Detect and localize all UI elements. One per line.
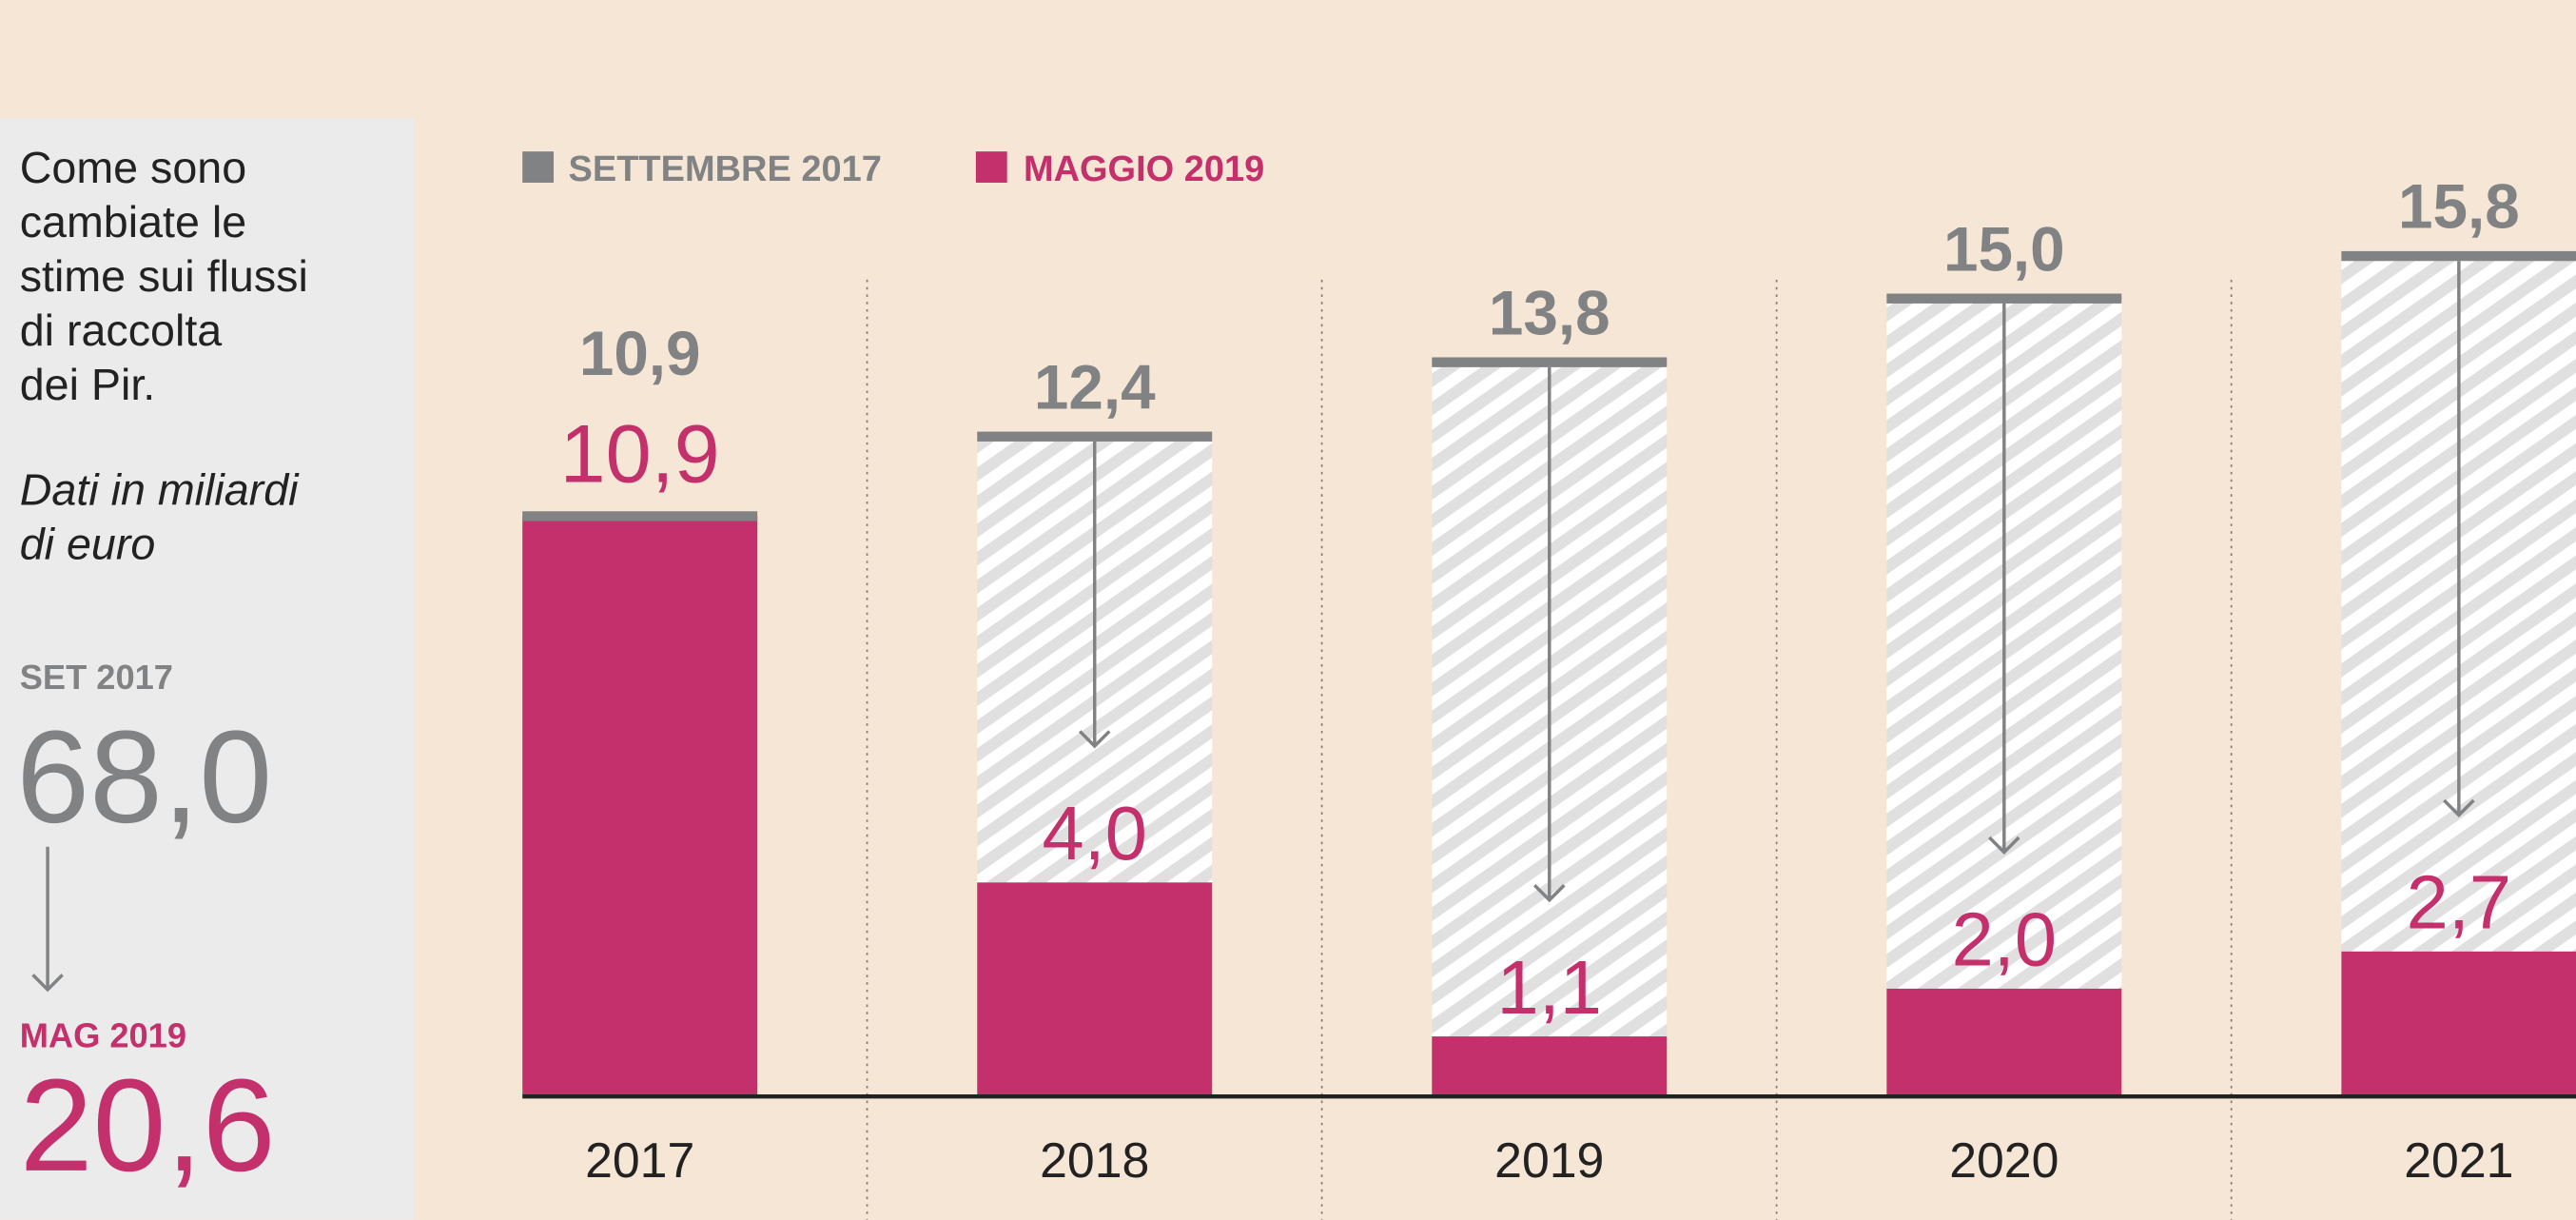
x-tick-label-2017: 2017 xyxy=(585,1132,694,1188)
bar-may2019-2020 xyxy=(1886,988,2122,1095)
side-panel xyxy=(0,118,415,1220)
legend-swatch-may2019 xyxy=(975,151,1007,183)
chart-marks: 10,9 10,9 2017 12,4 4,0 2018 13,8 1,1 2019 15,0 2,… xyxy=(522,172,2576,1220)
panel-title-line: di raccolta xyxy=(20,305,223,355)
label-may2019-2018: 4,0 xyxy=(1043,791,1147,876)
total-before-label: SET 2017 xyxy=(20,658,173,697)
decline-arrowhead-icon xyxy=(2443,798,2475,817)
x-tick-label-2019: 2019 xyxy=(1494,1132,1604,1188)
label-may2019-2020: 2,0 xyxy=(1952,897,2057,982)
legend-label-sep2017: SETTEMBRE 2017 xyxy=(569,149,882,189)
label-sep2017-2017: 10,9 xyxy=(579,319,701,388)
label-sep2017-2018: 12,4 xyxy=(1034,352,1156,422)
label-sep2017-2020: 15,0 xyxy=(1943,214,2065,284)
legend-swatch-sep2017 xyxy=(522,151,555,183)
label-may2019-2017: 10,9 xyxy=(560,408,720,500)
label-may2019-2021: 2,7 xyxy=(2407,860,2511,945)
bar-may2019-2018 xyxy=(977,882,1213,1095)
bar-sep2017-line-2017 xyxy=(522,511,758,521)
bar-may2019-2021 xyxy=(2341,951,2576,1095)
total-after-value: 20,6 xyxy=(20,1053,276,1199)
total-after-label: MAG 2019 xyxy=(20,1015,186,1054)
label-may2019-2019: 1,1 xyxy=(1497,945,1602,1030)
panel-subtitle-line: Dati in miliardi xyxy=(20,464,300,514)
bar-sep2017-line-2020 xyxy=(1886,293,2122,304)
panel-title-line: stime sui flussi xyxy=(20,251,308,301)
panel-title-line: Come sono xyxy=(20,143,246,192)
x-tick-label-2018: 2018 xyxy=(1040,1132,1149,1188)
x-tick-label-2021: 2021 xyxy=(2404,1132,2513,1188)
panel-subtitle-line: di euro xyxy=(20,519,156,568)
label-sep2017-2019: 13,8 xyxy=(1489,278,1610,347)
bar-may2019-2017 xyxy=(522,516,758,1095)
panel-title-line: cambiate le xyxy=(20,197,246,246)
bar-sep2017-line-2019 xyxy=(1432,357,1668,367)
legend-label-may2019: MAGGIO 2019 xyxy=(1024,149,1264,189)
panel-title-line: dei Pir. xyxy=(20,360,156,409)
total-arrowhead-icon xyxy=(31,974,64,993)
x-tick-label-2020: 2020 xyxy=(1949,1132,2059,1188)
legend: SETTEMBRE 2017 MAGGIO 2019 xyxy=(522,149,1264,189)
bar-may2019-2019 xyxy=(1432,1036,1668,1095)
decline-arrowhead-icon xyxy=(1533,884,1566,903)
decline-arrowhead-icon xyxy=(1988,836,2020,856)
bar-sep2017-line-2021 xyxy=(2341,250,2576,262)
label-sep2017-2021: 15,8 xyxy=(2398,172,2520,242)
total-before-value: 68,0 xyxy=(16,704,272,851)
decline-arrowhead-icon xyxy=(1078,730,1111,749)
bar-sep2017-line-2018 xyxy=(977,431,1213,442)
